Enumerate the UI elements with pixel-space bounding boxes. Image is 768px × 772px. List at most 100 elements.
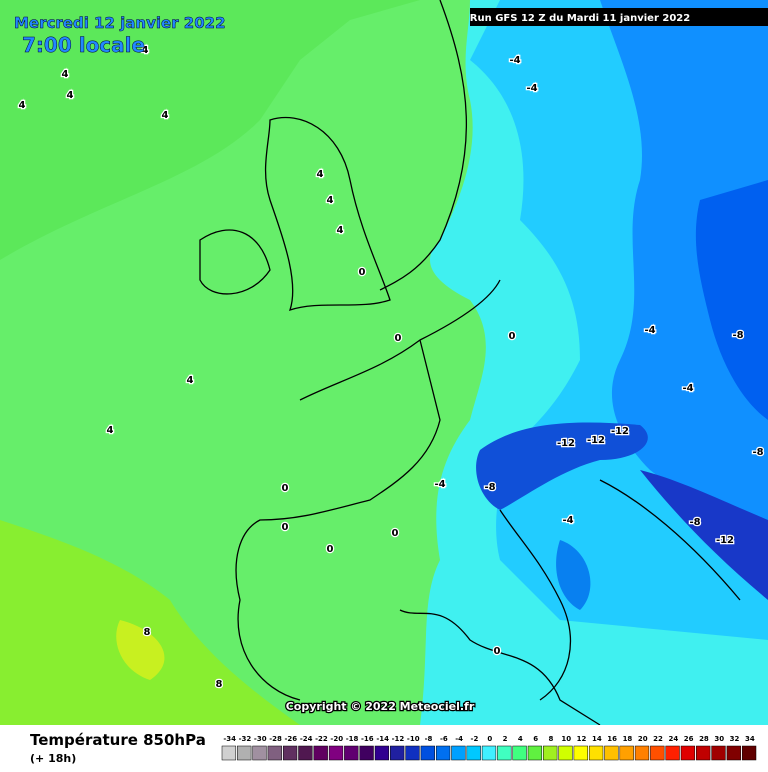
legend-tick-label: 22 [653, 735, 663, 743]
contour-labels: 4 4 4 4 4 4 4 4 4 4 0 0 0 0 0 0 0 -4 -4 -4 -4 -8 -8 -8 -12 -12 -12… [17, 44, 765, 692]
legend-swatch [527, 745, 543, 761]
contour-label: 4 [62, 69, 69, 80]
contour-label: -4 [562, 515, 573, 526]
contour-label: 0 [327, 544, 334, 555]
contour-label: 4 [19, 100, 26, 111]
legend-tick-label: -8 [425, 735, 433, 743]
legend-swatch [512, 745, 527, 761]
legend-tick-label: -32 [239, 735, 252, 743]
legend-subtitle: (+ 18h) [30, 752, 76, 765]
contour-label: -8 [484, 482, 495, 493]
contour-label: 0 [282, 483, 289, 494]
legend-tick-label: -26 [285, 735, 298, 743]
zone-minus-8 [695, 180, 768, 420]
legend-swatch [328, 745, 344, 761]
legend-swatch [497, 745, 512, 761]
contour-label: 4 [67, 90, 74, 101]
contour-label: 0 [282, 522, 289, 533]
legend-swatch [298, 745, 313, 761]
legend-tick-label: 14 [592, 735, 602, 743]
legend-tick-label: -24 [300, 735, 313, 743]
legend-swatch [390, 745, 405, 761]
legend-swatch [696, 745, 711, 761]
run-box [470, 8, 768, 26]
legend-tick-label: -16 [361, 735, 374, 743]
legend-swatch [405, 745, 420, 761]
contour-label: -12 [587, 435, 605, 446]
legend-tick-label: 32 [730, 735, 740, 743]
contour-label: 0 [509, 331, 516, 342]
legend-swatch [481, 745, 497, 761]
legend-tick-label: -18 [346, 735, 359, 743]
legend-swatch [359, 745, 374, 761]
contour-label: -4 [526, 83, 537, 94]
legend-swatch [451, 745, 466, 761]
legend-swatch [267, 745, 282, 761]
legend-swatch [282, 745, 298, 761]
legend-swatch [435, 745, 451, 761]
legend-swatch [252, 745, 267, 761]
contour-label: 0 [395, 333, 402, 344]
contour-label: 0 [392, 528, 399, 539]
legend-tick-label: 24 [668, 735, 678, 743]
legend-tick-label: 4 [518, 735, 523, 743]
zone-4-6 [0, 520, 300, 725]
contour-label: 4 [317, 169, 324, 180]
legend-tick-label: -30 [254, 735, 267, 743]
legend-tick-label: 28 [699, 735, 709, 743]
legend-swatch [344, 745, 359, 761]
coast-ireland [199, 229, 271, 295]
legend-swatch [588, 745, 604, 761]
contour-label: -8 [732, 330, 743, 341]
contour-label: 4 [337, 225, 344, 236]
time-title: 7:00 locale [22, 33, 145, 57]
legend-tick-label: 16 [607, 735, 617, 743]
legend-swatch [221, 745, 237, 761]
contour-label: -4 [434, 479, 445, 490]
contour-label: 8 [216, 679, 223, 690]
legend-swatch [665, 745, 680, 761]
legend-tick-label: -6 [440, 735, 448, 743]
run-info: Run GFS 12 Z du Mardi 11 janvier 2022 [470, 13, 690, 24]
contour-label: 4 [142, 45, 149, 56]
legend-tick-label: 30 [714, 735, 724, 743]
legend-tick-label: 20 [638, 735, 648, 743]
contour-label: -12 [716, 535, 734, 546]
color-scale: -34 -32 -30 -28 -26 -24 -22 -20 -18 -16 -14 -12 -10-… [221, 735, 757, 761]
legend-tick-label: 0 [487, 735, 492, 743]
legend-tick-label: -12 [392, 735, 405, 743]
contour-label: 4 [162, 110, 169, 121]
coast-africa [399, 609, 601, 726]
legend-tick-label: 8 [549, 735, 554, 743]
contour-label: 0 [494, 646, 501, 657]
legend-swatch [558, 745, 573, 761]
legend-swatch [374, 745, 390, 761]
date-title: Mercredi 12 janvier 2022 [14, 14, 226, 32]
legend-tick-label: 12 [577, 735, 587, 743]
coast-norway [379, 0, 467, 291]
contour-label: 4 [107, 425, 114, 436]
map: 4 4 4 4 4 4 4 4 4 4 0 0 0 0 0 0 0 -4 -4 -4 -4 -8 -8 -8 -12 -12 -12… [0, 0, 768, 726]
zone-italy [556, 540, 591, 610]
legend-tick-label: -2 [471, 735, 479, 743]
legend-swatch [237, 745, 252, 761]
coast-italy-balkans [499, 479, 741, 701]
legend-swatch [604, 745, 619, 761]
legend-swatch [680, 745, 696, 761]
legend-swatch [650, 745, 665, 761]
legend-tick-label: -20 [330, 735, 343, 743]
contour-label: -8 [689, 517, 700, 528]
legend-swatch [466, 745, 481, 761]
contour-label: 4 [187, 375, 194, 386]
legend-swatch [573, 745, 588, 761]
legend-swatch [741, 745, 757, 761]
legend-swatch [543, 745, 558, 761]
zone-alps [476, 422, 648, 510]
zone-balkans [640, 470, 768, 600]
contour-label: -8 [752, 447, 763, 458]
legend-tick-label: 2 [503, 735, 508, 743]
legend-tick-label: -22 [315, 735, 328, 743]
contour-label: -4 [509, 55, 520, 66]
legend-tick-label: -4 [455, 735, 463, 743]
legend-swatch [619, 745, 634, 761]
